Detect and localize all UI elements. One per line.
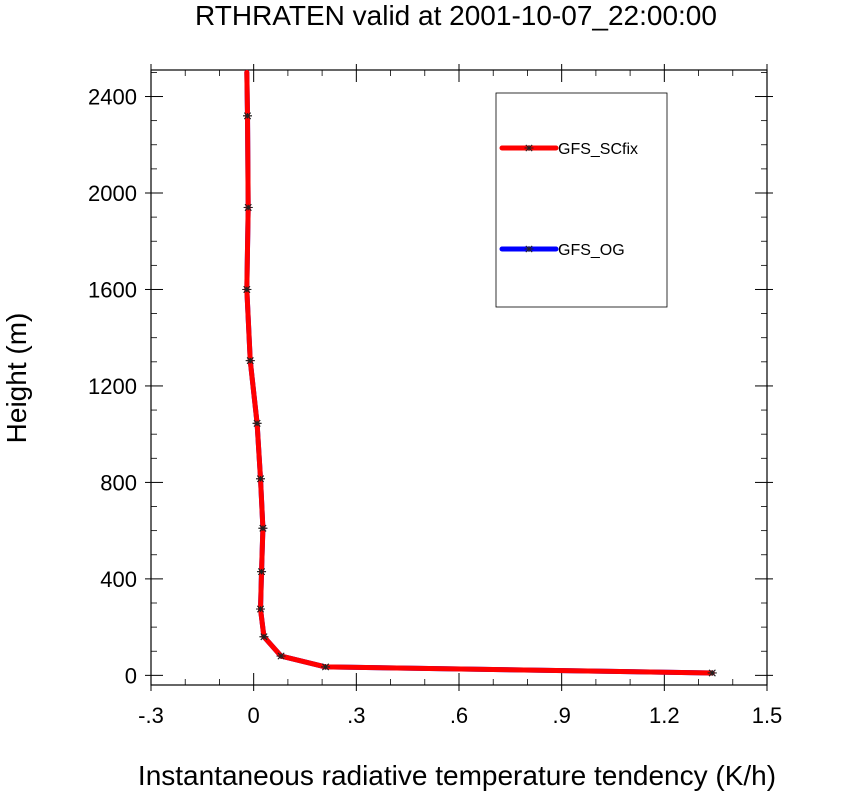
axis-ticks [145,64,773,691]
data-point [707,669,717,677]
x-axis-title: Instantaneous radiative temperature tend… [138,760,776,791]
x-tick-label: 0 [248,703,260,728]
legend-label: GFS_OG [558,242,625,259]
legend-label: GFS_SCfix [558,141,638,158]
series-layer [242,69,717,677]
data-point [243,203,253,211]
legend: GFS_SCfix GFS_OG [495,92,668,308]
data-point [256,605,266,613]
y-tick-label: 0 [125,663,137,688]
data-point [252,419,262,427]
plot-area [145,64,773,691]
data-point [258,524,268,532]
data-point [257,568,267,576]
data-point [321,663,331,671]
data-point [242,285,252,293]
legend-marker [524,144,534,152]
y-tick-label: 2400 [88,85,137,110]
legend-box [495,92,668,308]
y-tick-label: 1600 [88,277,137,302]
x-tick-label: -.3 [138,703,164,728]
y-tick-label: 400 [100,567,137,592]
x-tick-label: 1.2 [649,703,680,728]
data-point [259,633,269,641]
legend-marker [524,245,534,253]
data-point [245,357,255,365]
y-tick-label: 2000 [88,181,137,206]
data-point [243,112,253,120]
y-axis-title: Height (m) [1,313,32,444]
y-tick-label: 800 [100,470,137,495]
x-tick-label: .9 [552,703,570,728]
data-point [256,475,266,483]
chart-title: RTHRATEN valid at 2001-10-07_22:00:00 [195,0,717,31]
data-point [276,652,286,660]
x-tick-label: .3 [347,703,365,728]
plot-frame [150,69,768,686]
x-tick-label: 1.5 [752,703,783,728]
y-tick-label: 1200 [88,374,137,399]
x-tick-label: .6 [450,703,468,728]
